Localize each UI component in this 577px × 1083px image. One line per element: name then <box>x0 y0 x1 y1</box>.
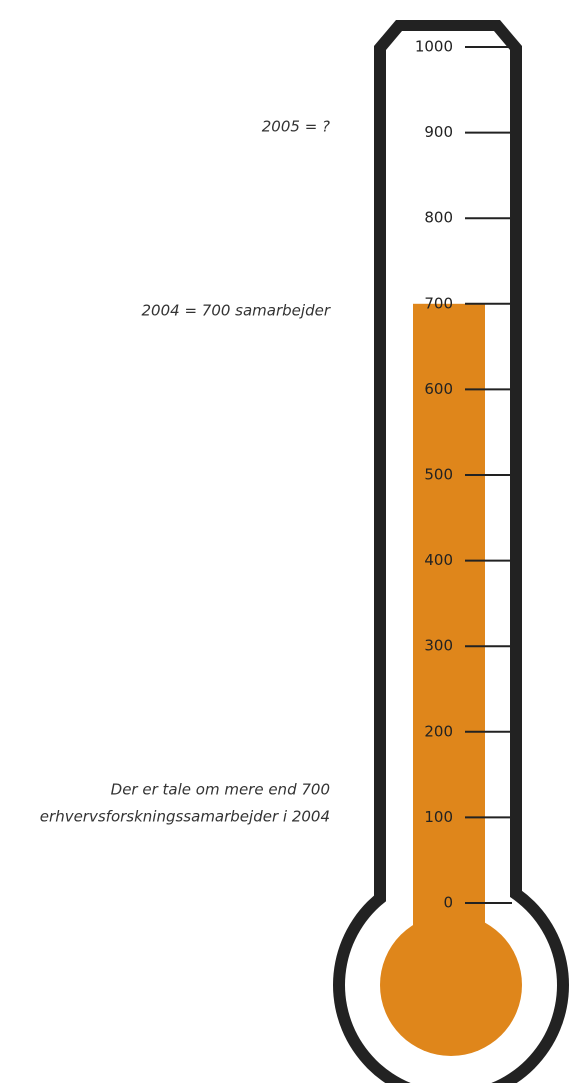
y-tick-label: 400 <box>424 551 453 569</box>
y-tick-label: 300 <box>424 637 453 655</box>
y-tick-label: 500 <box>424 466 453 484</box>
annotation: 2005 = ? <box>262 118 330 136</box>
bulb-fill <box>380 914 522 1056</box>
y-tick-label: 600 <box>424 380 453 398</box>
y-tick-label: 100 <box>424 808 453 826</box>
y-tick-label: 800 <box>424 209 453 227</box>
y-tick-label: 0 <box>443 894 453 912</box>
y-tick-label: 1000 <box>415 38 453 56</box>
annotation: 2004 = 700 samarbejder <box>142 302 331 320</box>
y-tick-label: 900 <box>424 123 453 141</box>
y-tick-label: 200 <box>424 722 453 740</box>
annotation: erhvervsforskningssamarbejder i 2004 <box>40 808 330 826</box>
annotation: Der er tale om mere end 700 <box>111 781 330 799</box>
mercury <box>413 303 485 935</box>
y-tick-label: 700 <box>424 294 453 312</box>
